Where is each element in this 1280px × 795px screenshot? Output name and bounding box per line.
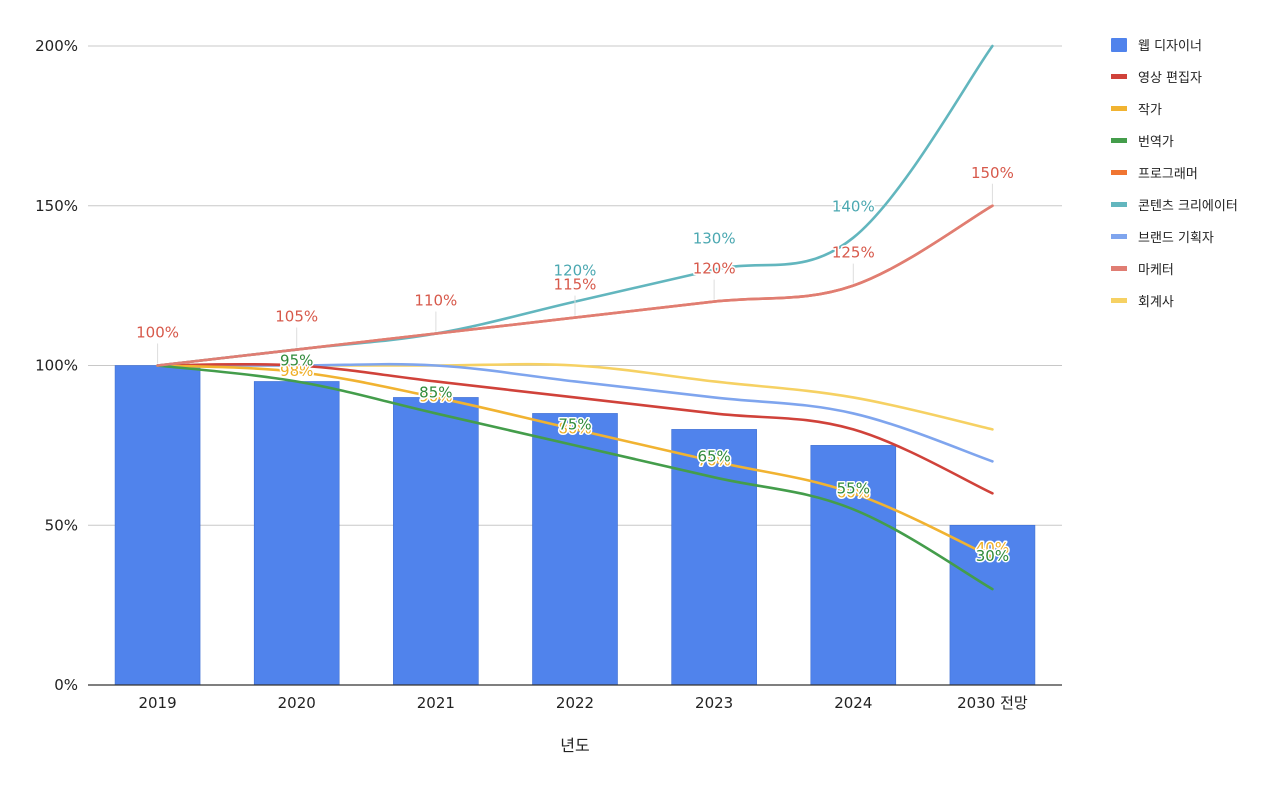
legend-swatch-웹 디자이너[interactable] bbox=[1111, 38, 1127, 52]
data-label-작가: 70% bbox=[697, 451, 730, 469]
series-line-작가[interactable] bbox=[156, 364, 994, 559]
data-label-마케터: 110% bbox=[414, 292, 457, 310]
data-label-마케터: 105% bbox=[275, 308, 318, 326]
data-label-콘텐츠 크리에이터: 140% bbox=[832, 198, 875, 216]
x-tick-label: 2019 bbox=[138, 694, 176, 712]
legend-label-콘텐츠 크리에이터: 콘텐츠 크리에이터 bbox=[1138, 199, 1238, 214]
legend-label-브랜드 기획자: 브랜드 기획자 bbox=[1138, 231, 1214, 246]
data-label-콘텐츠 크리에이터: 120% bbox=[554, 262, 597, 280]
legend-swatch-콘텐츠 크리에이터[interactable] bbox=[1111, 202, 1127, 207]
x-tick-label: 2030 전망 bbox=[957, 694, 1028, 712]
legend-label-번역가: 번역가 bbox=[1138, 135, 1174, 150]
data-label-마케터: 125% bbox=[832, 244, 875, 262]
y-tick-label: 50% bbox=[45, 516, 78, 534]
data-label-번역가: 30% bbox=[976, 547, 1009, 565]
data-label-번역가: 85% bbox=[419, 383, 452, 401]
data-label-마케터: 115% bbox=[554, 276, 597, 294]
data-label-마케터: 100% bbox=[136, 324, 179, 342]
y-tick-label: 200% bbox=[35, 37, 78, 55]
legend-swatch-회계사[interactable] bbox=[1111, 298, 1127, 303]
x-tick-label: 2021 bbox=[417, 694, 455, 712]
data-label-마케터: 120% bbox=[693, 260, 736, 278]
bar[interactable] bbox=[114, 365, 201, 686]
series-line-영상 편집자[interactable] bbox=[156, 362, 994, 495]
x-tick-label: 2023 bbox=[695, 694, 733, 712]
bar[interactable] bbox=[532, 413, 618, 686]
series-line-마케터[interactable] bbox=[156, 204, 994, 367]
series-line-번역가[interactable] bbox=[156, 364, 994, 591]
legend-swatch-번역가[interactable] bbox=[1111, 138, 1127, 143]
data-label-작가: 60% bbox=[837, 483, 870, 501]
x-tick-label: 2024 bbox=[834, 694, 872, 712]
data-label-마케터: 150% bbox=[971, 164, 1014, 182]
data-label-번역가: 55% bbox=[837, 479, 870, 497]
x-tick-label: 2022 bbox=[556, 694, 594, 712]
x-axis-title: 년도 bbox=[560, 736, 589, 755]
data-label-번역가: 95% bbox=[280, 351, 313, 369]
legend-label-마케터: 마케터 bbox=[1138, 263, 1174, 278]
data-label-작가: 40% bbox=[976, 539, 1009, 557]
legend-swatch-브랜드 기획자[interactable] bbox=[1111, 234, 1127, 239]
legend-swatch-작가[interactable] bbox=[1111, 106, 1127, 111]
data-label-작가: 80% bbox=[558, 419, 591, 437]
x-tick-label: 2020 bbox=[278, 694, 316, 712]
legend-swatch-마케터[interactable] bbox=[1111, 266, 1127, 271]
bar[interactable] bbox=[253, 381, 340, 686]
data-label-번역가: 65% bbox=[697, 447, 730, 465]
bar[interactable] bbox=[393, 397, 479, 686]
data-label-작가: 90% bbox=[419, 387, 452, 405]
y-tick-label: 0% bbox=[54, 676, 78, 694]
legend-label-작가: 작가 bbox=[1138, 103, 1162, 118]
data-label-번역가: 75% bbox=[558, 415, 591, 433]
y-tick-label: 150% bbox=[35, 197, 78, 215]
data-label-콘텐츠 크리에이터: 130% bbox=[693, 230, 736, 248]
y-tick-label: 100% bbox=[35, 357, 78, 375]
bar[interactable] bbox=[949, 524, 1036, 686]
data-label-작가: 98% bbox=[280, 362, 313, 380]
legend-label-웹 디자이너: 웹 디자이너 bbox=[1138, 39, 1202, 54]
legend-label-프로그래머: 프로그래머 bbox=[1138, 167, 1198, 182]
legend-swatch-프로그래머[interactable] bbox=[1111, 170, 1127, 175]
legend-label-영상 편집자: 영상 편집자 bbox=[1138, 71, 1202, 86]
legend-swatch-영상 편집자[interactable] bbox=[1111, 74, 1127, 79]
legend-label-회계사: 회계사 bbox=[1138, 295, 1174, 310]
